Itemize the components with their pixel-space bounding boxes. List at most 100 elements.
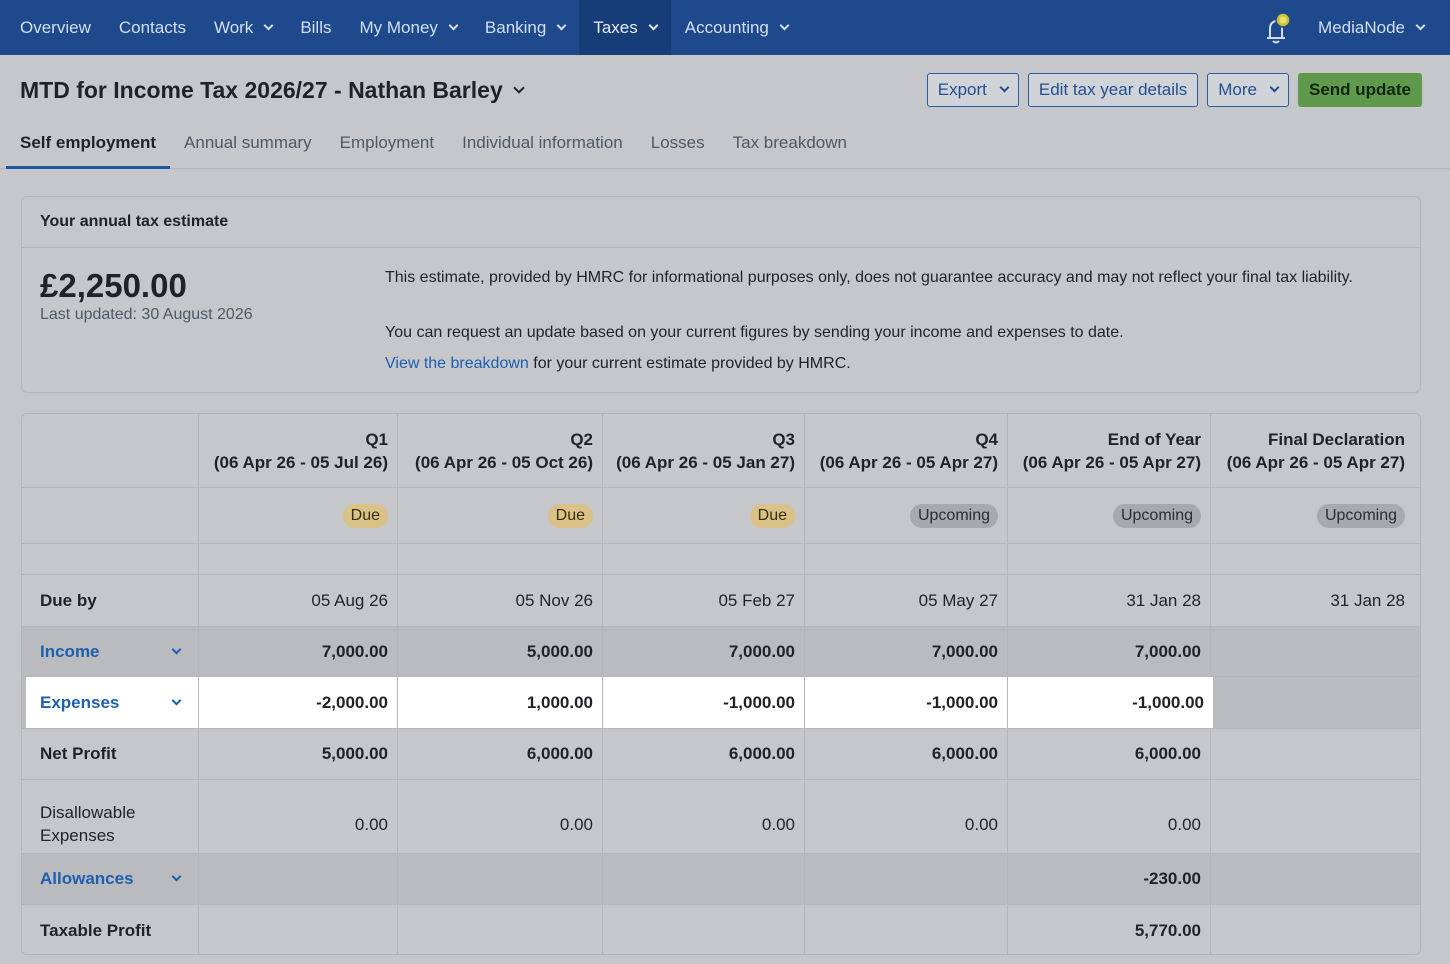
- tab-losses[interactable]: Losses: [650, 133, 705, 152]
- income-row: Income 7,000.00 5,000.00 7,000.00 7,000.…: [22, 627, 1420, 677]
- col-title: Q4: [975, 430, 998, 449]
- col-title: Q3: [772, 430, 795, 449]
- table-header-row: Q1 (06 Apr 26 - 05 Jul 26) Q2 (06 Apr 26 -…: [22, 414, 1420, 488]
- col-range: (06 Apr 26 - 05 Oct 26): [415, 453, 593, 472]
- chevron-down-icon: [448, 20, 459, 30]
- disallowable-cell: 0.00: [805, 780, 1008, 853]
- due-by-cell: 05 Aug 26: [199, 575, 398, 626]
- col-header-end-of-year: End of Year (06 Apr 26 - 05 Apr 27): [1008, 414, 1211, 487]
- income-cell: [1211, 627, 1420, 676]
- edit-tax-year-button[interactable]: Edit tax year details: [1027, 73, 1199, 107]
- spacer-cell: [22, 544, 199, 574]
- nav-banking[interactable]: Banking: [471, 0, 579, 55]
- taxable-profit-label: Taxable Profit: [22, 905, 199, 954]
- chevron-down-icon: [513, 82, 525, 94]
- tab-employment[interactable]: Employment: [339, 133, 435, 152]
- allowances-label: Allowances: [40, 869, 134, 888]
- chevron-down-icon: [171, 644, 182, 654]
- chevron-down-icon: [263, 20, 274, 30]
- nav-my-money[interactable]: My Money: [345, 0, 470, 55]
- expenses-toggle[interactable]: Expenses: [26, 677, 199, 728]
- disallowable-cell: 0.00: [199, 780, 398, 853]
- net-profit-cell: 6,000.00: [398, 729, 603, 779]
- send-update-button[interactable]: Send update: [1297, 73, 1422, 107]
- col-range: (06 Apr 26 - 05 Apr 27): [1022, 453, 1201, 472]
- nav-overview[interactable]: Overview: [0, 0, 105, 55]
- col-title: Q2: [570, 430, 593, 449]
- expenses-cell: -1,000.00: [603, 677, 805, 728]
- col-range: (06 Apr 26 - 05 Jan 27): [616, 453, 795, 472]
- view-breakdown-link[interactable]: View the breakdown: [385, 355, 529, 372]
- taxable-profit-cell: [398, 905, 603, 954]
- income-cell: 7,000.00: [805, 627, 1008, 676]
- income-toggle[interactable]: Income: [22, 627, 199, 676]
- status-badge: Upcoming: [909, 503, 998, 528]
- spacer-row: [22, 544, 1420, 575]
- col-header-q2: Q2 (06 Apr 26 - 05 Oct 26): [398, 414, 603, 487]
- nav-banking-label: Banking: [484, 17, 547, 37]
- more-button[interactable]: More: [1207, 73, 1289, 107]
- user-menu[interactable]: MediaNode: [1318, 18, 1450, 38]
- export-button[interactable]: Export: [926, 73, 1019, 107]
- nav-bills-label: Bills: [300, 17, 332, 37]
- tab-self-employment[interactable]: Self employment: [6, 133, 171, 169]
- table-row: Due by 05 Aug 26 05 Nov 26 05 Feb 27 05 …: [22, 575, 1420, 627]
- due-by-cell: 31 Jan 28: [1008, 575, 1211, 626]
- spacer-cell: [398, 544, 603, 574]
- disallowable-label: Disallowable Expenses: [22, 780, 199, 853]
- tab-individual-information[interactable]: Individual information: [462, 133, 623, 152]
- header-empty-cell: [22, 414, 199, 487]
- disallowable-cell: 0.00: [1008, 780, 1211, 853]
- nav-taxes[interactable]: Taxes: [579, 0, 671, 55]
- spacer-cell: [1211, 544, 1420, 574]
- allowances-cell: [199, 854, 398, 904]
- tab-annual-summary[interactable]: Annual summary: [184, 133, 312, 152]
- page-header: MTD for Income Tax 2026/27 - Nathan Barl…: [0, 55, 1450, 169]
- spacer-cell: [1008, 544, 1211, 574]
- page-title[interactable]: MTD for Income Tax 2026/27 - Nathan Barl…: [20, 77, 525, 104]
- notification-bell-icon[interactable]: [1262, 10, 1292, 46]
- expenses-label: Expenses: [40, 692, 120, 712]
- tab-bar: Self employment Annual summary Employmen…: [6, 133, 861, 169]
- nav-bills[interactable]: Bills: [286, 0, 345, 55]
- col-title: Q1: [365, 430, 388, 449]
- taxable-profit-cell: [199, 905, 398, 954]
- chevron-down-icon: [1269, 82, 1280, 93]
- col-range: (06 Apr 26 - 05 Jul 26): [213, 453, 388, 472]
- nav-work[interactable]: Work: [200, 0, 286, 55]
- disallowable-cell: 0.00: [398, 780, 603, 853]
- net-profit-cell: [1211, 729, 1420, 779]
- taxable-profit-cell: [603, 905, 805, 954]
- last-updated: Last updated: 30 August 2026: [40, 306, 253, 323]
- taxable-profit-cell: [1211, 905, 1420, 954]
- nav-overview-label: Overview: [20, 17, 91, 37]
- edit-label: Edit tax year details: [1038, 80, 1188, 99]
- spacer-cell: [199, 544, 398, 574]
- chevron-down-icon: [779, 20, 790, 30]
- expenses-cell: 1,000.00: [398, 677, 603, 728]
- status-cell: Due: [199, 488, 398, 543]
- estimate-info: You can request an update based on your …: [385, 324, 1124, 341]
- estimate-disclaimer: This estimate, provided by HMRC for info…: [385, 269, 1353, 286]
- taxable-profit-row: Taxable Profit 5,770.00: [22, 905, 1420, 954]
- tab-tax-breakdown[interactable]: Tax breakdown: [732, 133, 847, 152]
- taxable-profit-cell: [805, 905, 1008, 954]
- income-label: Income: [40, 641, 100, 661]
- allowances-toggle[interactable]: Allowances: [22, 854, 199, 904]
- nav-contacts[interactable]: Contacts: [105, 0, 200, 55]
- due-by-label: Due by: [22, 575, 199, 626]
- breakdown-rest-text: for your current estimate provided by HM…: [528, 355, 851, 372]
- status-label-cell: [22, 488, 199, 543]
- tax-estimate-card: Your annual tax estimate £2,250.00 Last …: [21, 196, 1421, 393]
- estimate-amount: £2,250.00: [40, 267, 187, 304]
- income-cell: 7,000.00: [199, 627, 398, 676]
- income-cell: 7,000.00: [1008, 627, 1211, 676]
- status-badge: Due: [749, 503, 795, 528]
- nav-accounting[interactable]: Accounting: [671, 0, 802, 55]
- net-profit-cell: 6,000.00: [603, 729, 805, 779]
- more-label: More: [1218, 80, 1257, 99]
- status-badge: Upcoming: [1112, 503, 1201, 528]
- status-badge: Due: [342, 503, 388, 528]
- income-cell: 7,000.00: [603, 627, 805, 676]
- allowances-cell: [398, 854, 603, 904]
